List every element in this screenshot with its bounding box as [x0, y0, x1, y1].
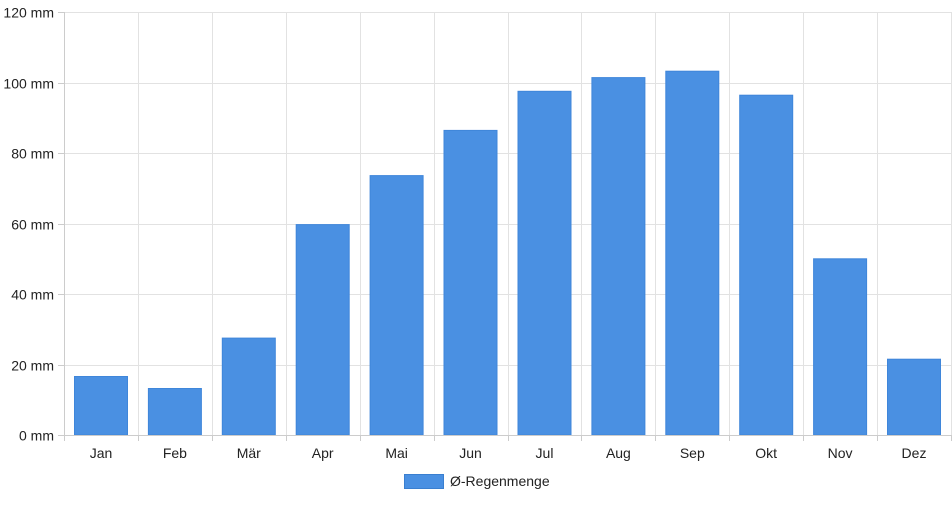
- bar-apr: [295, 224, 350, 436]
- x-tick-label: Feb: [163, 445, 187, 461]
- x-tick-label: Jan: [90, 445, 113, 461]
- y-tick-label: 0 mm: [19, 428, 54, 444]
- y-tick-label: 60 mm: [11, 217, 54, 233]
- x-tick-label: Aug: [606, 445, 631, 461]
- bar-dez: [887, 358, 941, 436]
- chart-legend[interactable]: Ø-Regenmenge: [404, 473, 550, 489]
- x-tick-label: Mär: [237, 445, 261, 461]
- y-tick-label: 40 mm: [11, 287, 54, 303]
- x-tick-label: Jul: [536, 445, 554, 461]
- bar-okt: [739, 94, 794, 436]
- x-tick-label: Mai: [385, 445, 408, 461]
- y-tick-label: 100 mm: [3, 76, 54, 92]
- y-tick-label: 120 mm: [3, 5, 54, 21]
- bar-jul: [517, 90, 572, 436]
- x-tick-label: Sep: [680, 445, 705, 461]
- grid-layer: [58, 12, 952, 441]
- bar-jan: [74, 376, 128, 436]
- bar-feb: [147, 388, 202, 436]
- axis-layer: 0 mm 20 mm 40 mm 60 mm 80 mm 100 mm 120 mm Jan F…: [3, 5, 951, 461]
- bar-sep: [665, 70, 720, 436]
- x-tick-label: Apr: [312, 445, 334, 461]
- y-tick-label: 20 mm: [11, 358, 54, 374]
- bar-nov: [813, 258, 868, 436]
- x-tick-label: Okt: [755, 445, 777, 461]
- bar-mär: [221, 337, 276, 436]
- bar-layer: [74, 70, 941, 436]
- legend-label: Ø-Regenmenge: [450, 473, 550, 489]
- y-tick-label: 80 mm: [11, 146, 54, 162]
- x-tick-label: Dez: [902, 445, 927, 461]
- x-tick-label: Jun: [459, 445, 482, 461]
- bar-mai: [369, 175, 424, 436]
- x-tick-label: Nov: [828, 445, 853, 461]
- legend-swatch: [404, 473, 444, 489]
- bar-jun: [443, 129, 498, 436]
- bar-aug: [591, 77, 646, 436]
